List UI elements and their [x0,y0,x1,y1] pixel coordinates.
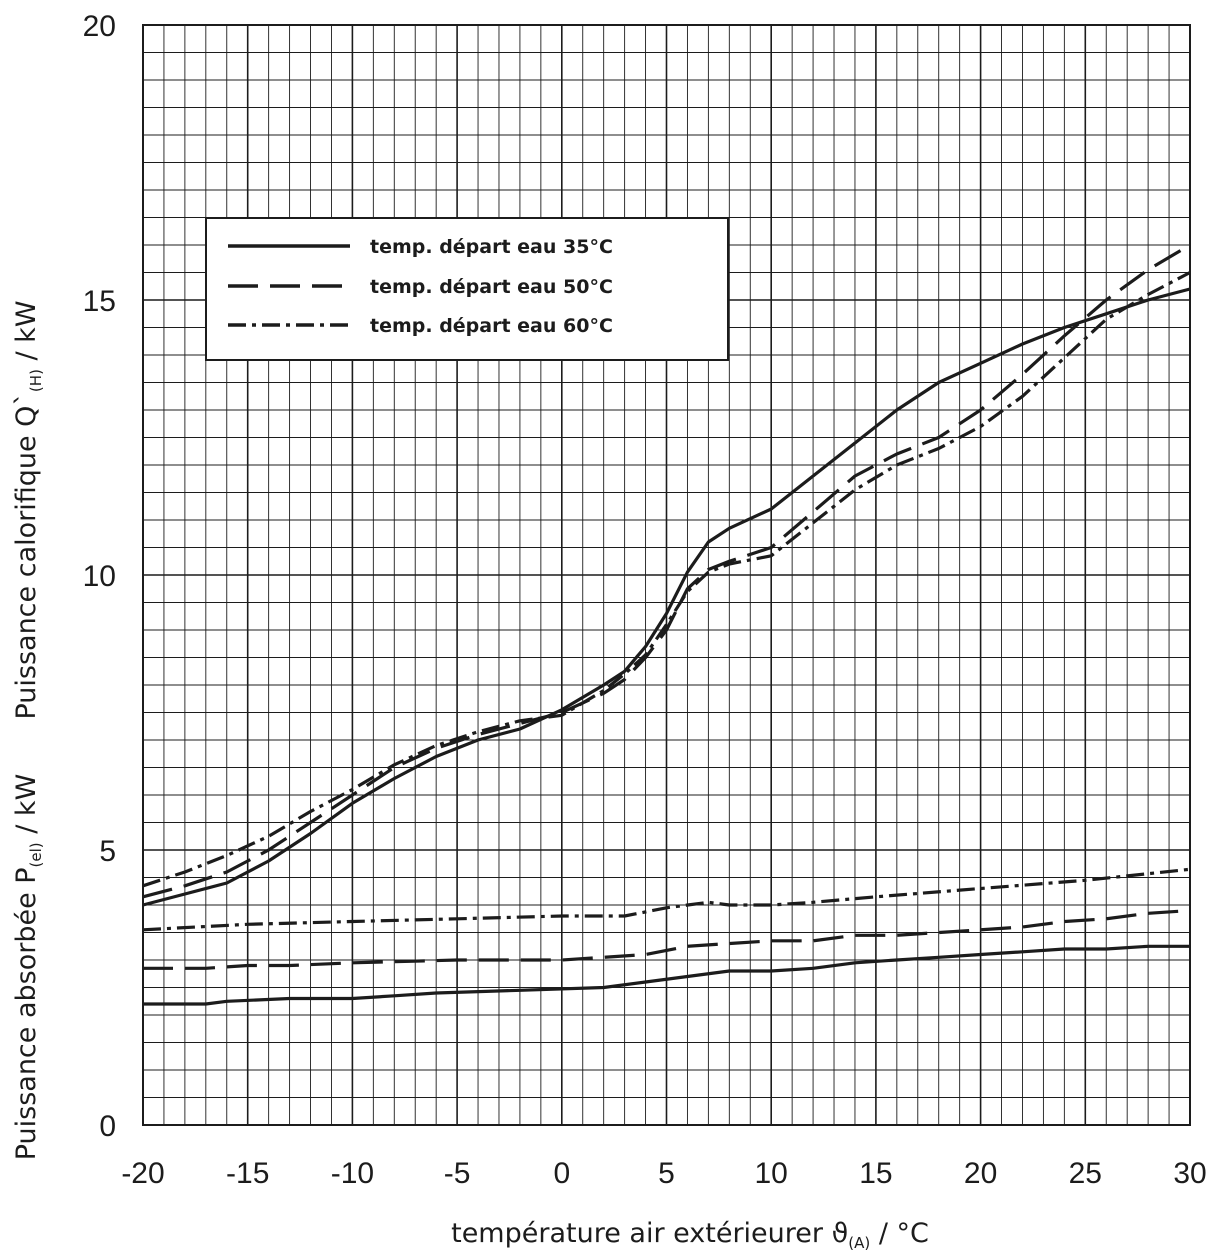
x-axis-label: température air extérieurer ϑ(A) / °C [451,1218,929,1250]
legend-item-50: temp. départ eau 50°C [228,276,613,298]
y-axis-label-bottom-main: Puissance absorbée P [11,867,42,1160]
series-line-electrical-dashdot [142,867,1191,932]
y-tick-label: 5 [99,835,116,868]
y-tick-labels: 0 5 10 15 20 [83,10,116,1143]
legend-box [205,217,729,361]
y-tick-label: 15 [83,285,116,318]
x-tick-label: 25 [1069,1157,1102,1190]
plot-frame [142,24,1191,1126]
x-axis-label-unit: / °C [870,1218,929,1249]
y-axis-label-top-unit: / kW [11,300,42,369]
x-tick-label: 30 [1173,1157,1206,1190]
x-tick-label: 15 [859,1157,892,1190]
x-tick-label: -15 [226,1157,269,1190]
x-tick-label: -10 [331,1157,374,1190]
legend-item-35: temp. départ eau 35°C [228,236,613,258]
y-axis-label-bottom-sub: (el) [27,842,45,867]
y-axis-label-top: Puissance calorifique Q`(H) / kW [11,300,45,719]
series-line-heating-solid [142,287,1191,907]
y-axis-label-bottom-unit: / kW [11,774,42,843]
x-tick-label: 5 [658,1157,675,1190]
x-tick-label: 10 [755,1157,788,1190]
series-line-electrical-dashed [143,908,1191,970]
x-tick-labels: -20 -15 -10 -5 0 5 10 15 20 25 30 [121,1157,1206,1190]
legend-label-50: temp. départ eau 50°C [370,276,613,298]
grid [142,24,1191,1126]
plot-area [142,243,1191,1006]
x-tick-label: -20 [121,1157,164,1190]
y-tick-label: 10 [83,560,116,593]
legend-item-60: temp. départ eau 60°C [228,315,613,337]
y-axis-label-bottom: Puissance absorbée P(el) / kW [11,774,45,1161]
series-line-electrical-solid [143,944,1190,1006]
x-tick-label: -5 [444,1157,471,1190]
x-axis-label-main: température air extérieurer ϑ [451,1218,848,1249]
x-axis-label-sub: (A) [848,1234,870,1250]
y-axis-label-top-sub: (H) [27,369,45,392]
x-tick-label: 20 [964,1157,997,1190]
x-tick-label: 0 [553,1157,570,1190]
series-line-heating-dashed [142,243,1191,899]
series-line-heating-dashdot [142,271,1191,888]
y-tick-label: 0 [99,1110,116,1143]
y-axis-label-top-main: Puissance calorifique Q` [11,392,42,719]
y-tick-label: 20 [83,10,116,43]
legend-label-35: temp. départ eau 35°C [370,236,613,258]
legend-label-60: temp. départ eau 60°C [370,315,613,337]
legend: temp. départ eau 35°C temp. départ eau 5… [205,217,729,361]
